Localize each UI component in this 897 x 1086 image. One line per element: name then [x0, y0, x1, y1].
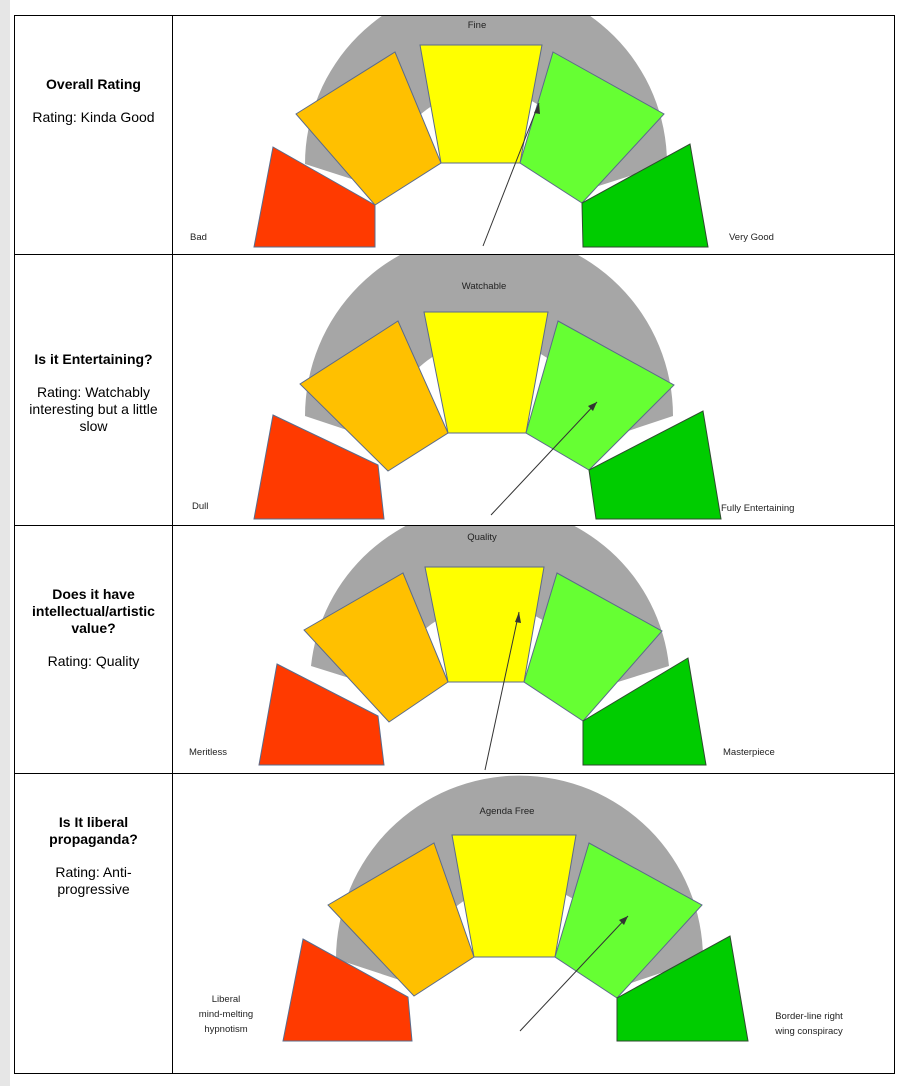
rating-text: Rating: Anti-progressive	[55, 864, 132, 897]
gauge-needle	[519, 915, 629, 1032]
label-cell: Is It liberal propaganda? Rating: Anti-p…	[14, 773, 173, 1074]
label-cell: Overall Rating Rating: Kinda Good	[14, 15, 173, 255]
rating-row-overall: Overall Rating Rating: Kinda Good Fine B…	[14, 15, 895, 255]
question-text: Does it have intellectual/artistic value…	[32, 586, 155, 636]
segment-dark-green	[582, 657, 707, 766]
gauge-right-label: Masterpiece	[723, 747, 775, 758]
gauge-artistic-value: Quality Meritless Masterpiece	[189, 526, 775, 771]
rating-row-entertaining: Is it Entertaining? Rating: Watchably in…	[14, 254, 895, 526]
segment-red	[258, 663, 385, 766]
question-text: Overall Rating	[46, 76, 141, 92]
question-text: Is It liberal propaganda?	[49, 814, 138, 847]
rating-text: Rating: Kinda Good	[32, 109, 155, 125]
label-cell: Is it Entertaining? Rating: Watchably in…	[14, 254, 173, 526]
segment-yellow	[419, 44, 543, 164]
gauge-right-label: Fully Entertaining	[721, 503, 794, 514]
segment-yellow	[423, 311, 549, 434]
rating-text: Rating: Watchably interesting but a litt…	[29, 384, 158, 434]
segment-dark-green	[581, 143, 709, 248]
rating-text: Rating: Quality	[47, 653, 140, 669]
gauge-left-label-line-3: hypnotism	[204, 1024, 247, 1035]
gauge-right-label-line-2: wing conspiracy	[774, 1026, 843, 1037]
gauge-cell: Fine Bad Very Good	[172, 15, 895, 255]
rating-table: Overall Rating Rating: Kinda Good Fine B…	[14, 15, 895, 1074]
gauge-needle	[484, 611, 520, 771]
segment-red	[253, 146, 376, 248]
gauge-right-label: Very Good	[729, 232, 774, 243]
segment-dark-green	[616, 935, 749, 1042]
segment-red	[282, 938, 413, 1042]
gauge-cell: Quality Meritless Masterpiece	[172, 525, 895, 774]
gauge-right-label-line-1: Border-line right	[775, 1011, 843, 1022]
gauge-left-label: Meritless	[189, 747, 227, 758]
segment-yellow	[424, 566, 545, 683]
gauge-entertaining: Watchable Dull Fully Entertaining	[192, 255, 794, 520]
gauge-needle	[490, 401, 598, 516]
rating-row-propaganda: Is It liberal propaganda? Rating: Anti-p…	[14, 773, 895, 1074]
gauge-left-label: Dull	[192, 501, 208, 512]
gauge-cell: Agenda Free Liberal mind-melting hypnoti…	[172, 773, 895, 1074]
needle-arrowhead	[515, 612, 521, 623]
segment-dark-green	[588, 410, 722, 520]
gauge-top-label: Watchable	[462, 281, 507, 292]
label-cell: Does it have intellectual/artistic value…	[14, 525, 173, 774]
gauge-left-label-line-1: Liberal	[212, 994, 241, 1005]
gauge-overall: Fine Bad Very Good	[190, 16, 774, 248]
gauge-left-label: Bad	[190, 232, 207, 243]
question-text: Is it Entertaining?	[34, 351, 153, 367]
segment-red	[253, 414, 385, 520]
gauge-top-label: Agenda Free	[480, 806, 535, 817]
gauge-propaganda: Agenda Free Liberal mind-melting hypnoti…	[199, 775, 843, 1042]
needle-arrowhead	[619, 916, 628, 925]
gauge-top-label: Quality	[467, 532, 497, 543]
gauge-top-label: Fine	[468, 20, 486, 31]
needle-arrowhead	[534, 103, 540, 114]
rating-row-artistic-value: Does it have intellectual/artistic value…	[14, 525, 895, 774]
needle-arrowhead	[588, 402, 597, 411]
gauge-left-label-line-2: mind-melting	[199, 1009, 253, 1020]
gauge-cell: Watchable Dull Fully Entertaining	[172, 254, 895, 526]
gauge-needle	[482, 102, 540, 247]
segment-yellow	[451, 834, 577, 958]
